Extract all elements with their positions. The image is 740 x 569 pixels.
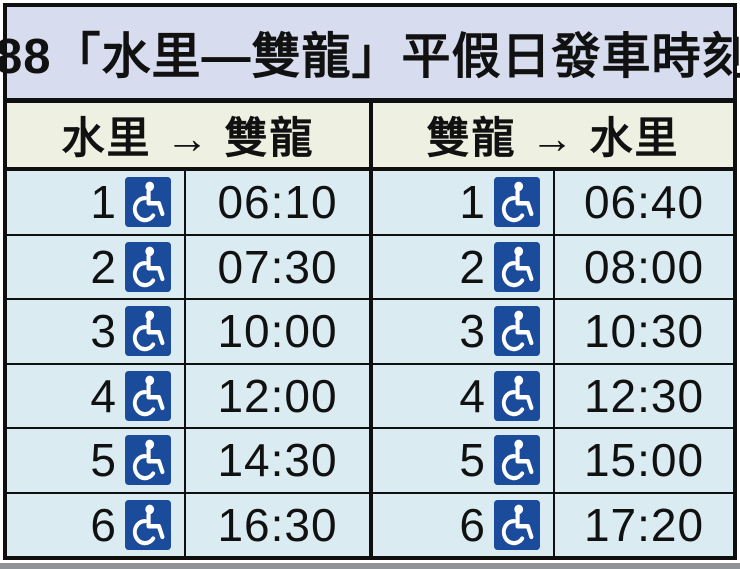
time-cell-left: 16:30 bbox=[184, 493, 369, 556]
page-title: 6288「水里—雙龍」平假日發車時刻表 bbox=[0, 7, 740, 103]
trip-cell-right: 3 bbox=[369, 300, 553, 363]
time-cell-left: 10:00 bbox=[184, 300, 369, 363]
departure-time: 15:00 bbox=[583, 434, 705, 487]
time-cell-right: 17:20 bbox=[553, 493, 733, 556]
trip-number: 1 bbox=[90, 176, 116, 229]
trip-number: 1 bbox=[459, 176, 485, 229]
departure-time: 12:30 bbox=[583, 369, 705, 422]
wheelchair-accessible-icon bbox=[125, 370, 171, 421]
time-cell-left: 14:30 bbox=[184, 429, 369, 492]
table-row: 3 10:00 3 10:30 bbox=[7, 298, 733, 363]
wheelchair-accessible-icon bbox=[125, 177, 171, 228]
trip-cell-left: 1 bbox=[7, 171, 184, 234]
time-cell-left: 12:00 bbox=[184, 364, 369, 427]
trip-cell-right: 5 bbox=[369, 429, 553, 492]
header-shuanglong-to-shuili: 雙龍 → 水里 bbox=[369, 103, 733, 167]
trip-cell-left: 2 bbox=[7, 236, 184, 299]
wheelchair-accessible-icon bbox=[494, 177, 540, 228]
trip-number: 2 bbox=[90, 240, 116, 293]
trip-cell-right: 4 bbox=[369, 364, 553, 427]
trip-number: 5 bbox=[459, 434, 485, 487]
trip-cell-right: 6 bbox=[369, 493, 553, 556]
header-shuili-to-shuanglong: 水里 → 雙龍 bbox=[61, 115, 315, 163]
timetable-body: 1 06:10 1 06:40 2 bbox=[7, 171, 733, 556]
image-bottom-edge bbox=[0, 563, 740, 569]
trip-cell-left: 3 bbox=[7, 300, 184, 363]
wheelchair-accessible-icon bbox=[494, 306, 540, 357]
trip-cell-left: 5 bbox=[7, 429, 184, 492]
wheelchair-accessible-icon bbox=[125, 499, 171, 550]
wheelchair-accessible-icon bbox=[494, 241, 540, 292]
trip-number: 3 bbox=[459, 305, 485, 358]
trip-cell-right: 1 bbox=[369, 171, 553, 234]
wheelchair-accessible-icon bbox=[125, 241, 171, 292]
wheelchair-accessible-icon bbox=[494, 370, 540, 421]
departure-time: 12:00 bbox=[217, 369, 338, 422]
time-cell-left: 07:30 bbox=[184, 235, 369, 298]
table-row: 1 06:10 1 06:40 bbox=[7, 171, 733, 234]
time-cell-right: 08:00 bbox=[553, 235, 733, 298]
trip-cell-left: 4 bbox=[7, 365, 184, 428]
time-cell-left: 06:10 bbox=[184, 171, 369, 234]
trip-number: 2 bbox=[459, 240, 485, 293]
departure-time: 10:00 bbox=[217, 305, 338, 358]
time-cell-right: 12:30 bbox=[553, 364, 733, 427]
wheelchair-accessible-icon bbox=[494, 499, 540, 550]
departure-time: 07:30 bbox=[217, 240, 338, 293]
trip-number: 3 bbox=[90, 305, 116, 358]
trip-number: 5 bbox=[90, 434, 116, 487]
trip-number: 4 bbox=[459, 369, 485, 422]
wheelchair-accessible-icon bbox=[494, 435, 540, 486]
timetable-table: 6288「水里—雙龍」平假日發車時刻表 水里 → 雙龍 雙龍 → 水里 1 06… bbox=[0, 3, 740, 560]
departure-time: 06:10 bbox=[217, 176, 338, 229]
wheelchair-accessible-icon bbox=[125, 306, 171, 357]
trip-number: 6 bbox=[90, 498, 116, 551]
table-row: 6 16:30 6 17:20 bbox=[7, 491, 733, 557]
table-row: 2 07:30 2 08:00 bbox=[7, 233, 733, 299]
table-row: 4 12:00 4 12:30 bbox=[7, 362, 733, 428]
direction-header-row: 水里 → 雙龍 雙龍 → 水里 bbox=[7, 103, 733, 171]
trip-cell-right: 2 bbox=[369, 235, 553, 298]
departure-time: 16:30 bbox=[217, 498, 338, 551]
departure-time: 08:00 bbox=[583, 240, 705, 293]
departure-time: 14:30 bbox=[217, 434, 338, 487]
time-cell-right: 10:30 bbox=[553, 300, 733, 363]
departure-time: 10:30 bbox=[583, 305, 705, 358]
trip-number: 4 bbox=[90, 369, 116, 422]
table-row: 5 14:30 5 15:00 bbox=[7, 427, 733, 492]
time-cell-right: 15:00 bbox=[553, 429, 733, 492]
trip-number: 6 bbox=[459, 498, 485, 551]
departure-time: 17:20 bbox=[583, 498, 705, 551]
trip-cell-left: 6 bbox=[7, 494, 184, 557]
wheelchair-accessible-icon bbox=[125, 435, 171, 486]
departure-time: 06:40 bbox=[583, 176, 705, 229]
time-cell-right: 06:40 bbox=[553, 171, 733, 234]
